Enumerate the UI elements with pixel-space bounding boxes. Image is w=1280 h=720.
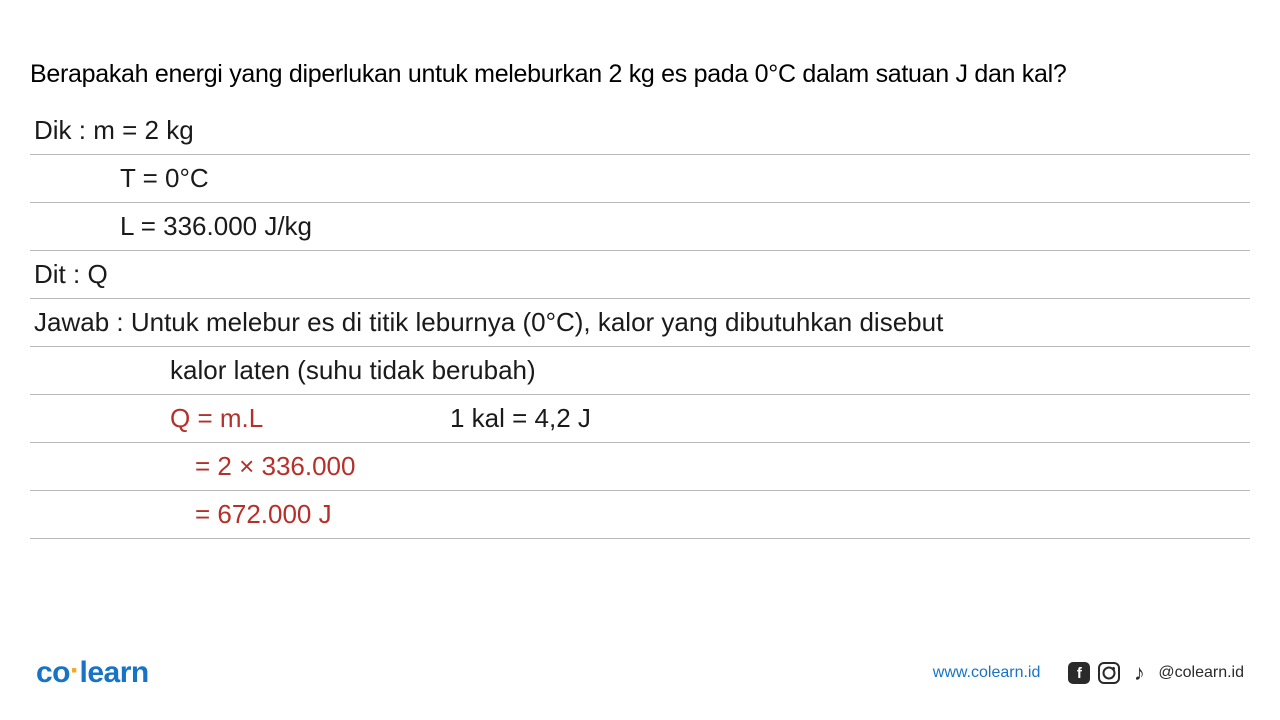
content-area: Berapakah energi yang diperlukan untuk m… xyxy=(0,0,1280,539)
solution-line: Jawab : Untuk melebur es di titik leburn… xyxy=(30,299,1250,347)
social-handle: @colearn.id xyxy=(1158,664,1244,682)
solution-line: = 2 × 336.000 xyxy=(30,443,1250,491)
solution-line: Q = m.L 1 kal = 4,2 J xyxy=(30,395,1250,443)
footer-right: www.colearn.id f ♪ @colearn.id xyxy=(933,662,1244,684)
tiktok-icon: ♪ xyxy=(1128,662,1150,684)
solution-line: T = 0°C xyxy=(30,155,1250,203)
formula-text: Q = m.L xyxy=(170,403,263,434)
logo-dot: · xyxy=(70,654,80,687)
footer: co·learn www.colearn.id f ♪ @colearn.id xyxy=(0,656,1280,690)
solution-line: = 672.000 J xyxy=(30,491,1250,539)
solution-line: L = 336.000 J/kg xyxy=(30,203,1250,251)
solution-line: Dit : Q xyxy=(30,251,1250,299)
instagram-icon xyxy=(1098,662,1120,684)
logo-learn: learn xyxy=(80,656,149,689)
solution-area: Dik : m = 2 kg T = 0°C L = 336.000 J/kg … xyxy=(30,107,1250,539)
website-url: www.colearn.id xyxy=(933,664,1041,682)
logo-co: co xyxy=(36,656,70,689)
conversion-note: 1 kal = 4,2 J xyxy=(450,403,591,434)
solution-line: kalor laten (suhu tidak berubah) xyxy=(30,347,1250,395)
facebook-icon: f xyxy=(1068,662,1090,684)
question-text: Berapakah energi yang diperlukan untuk m… xyxy=(30,60,1250,89)
brand-logo: co·learn xyxy=(36,656,149,690)
solution-line: Dik : m = 2 kg xyxy=(30,107,1250,155)
social-group: f ♪ @colearn.id xyxy=(1068,662,1244,684)
